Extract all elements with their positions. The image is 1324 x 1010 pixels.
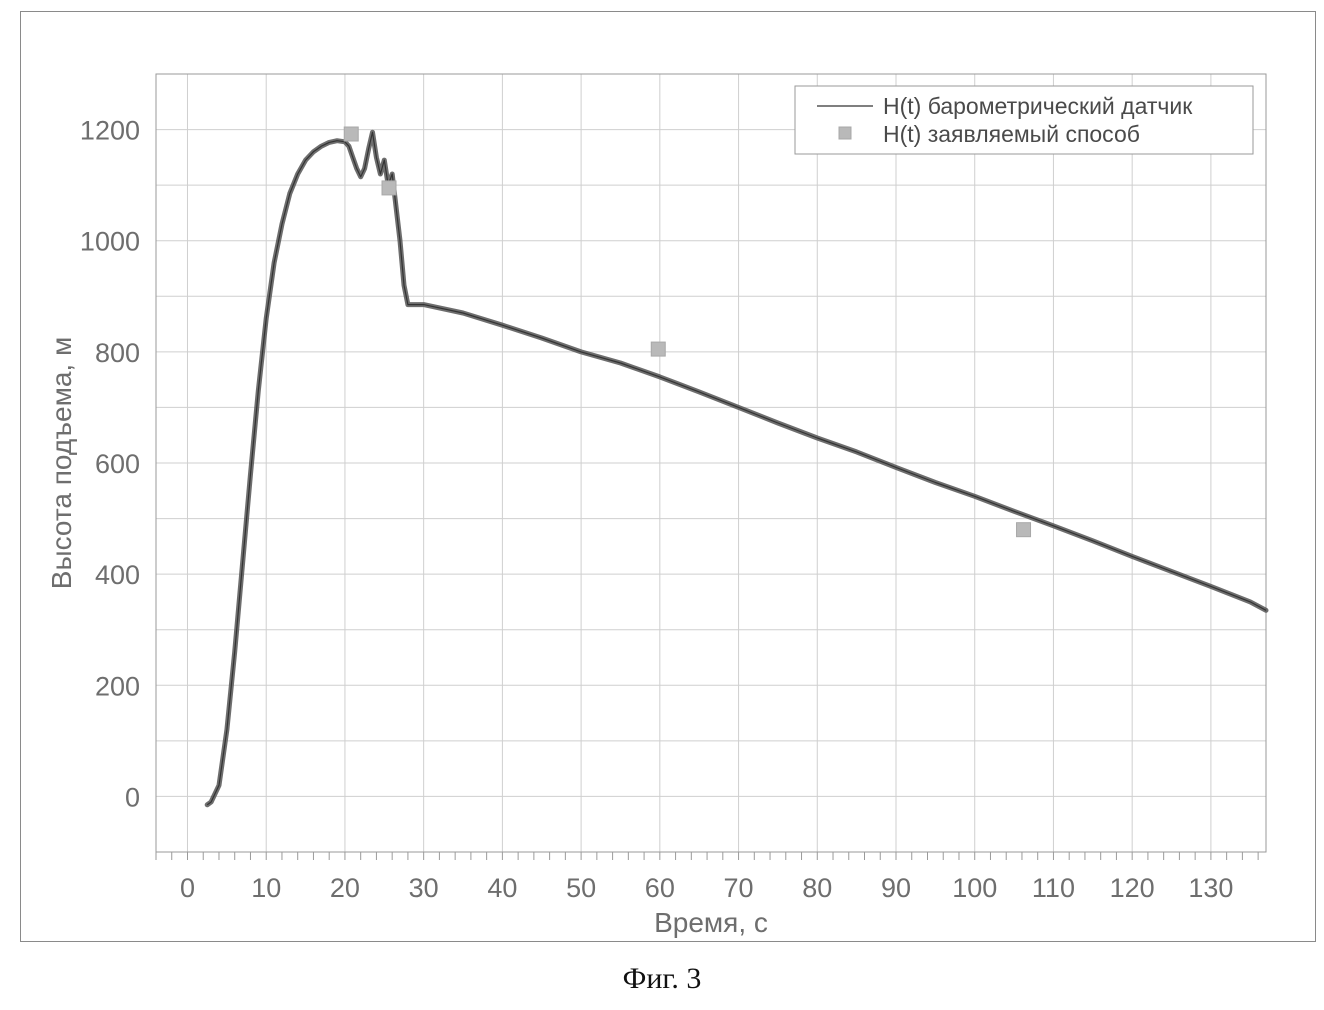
x-tick-label: 110 bbox=[1032, 873, 1075, 903]
marker-point bbox=[344, 127, 358, 141]
x-tick-label: 90 bbox=[881, 873, 911, 903]
marker-point bbox=[1017, 523, 1031, 537]
series-line-barometric bbox=[207, 132, 1266, 805]
x-tick-label: 0 bbox=[180, 873, 195, 903]
x-tick-label: 30 bbox=[409, 873, 439, 903]
altitude-chart: 0 10 20 30 40 50 60 70 80 90 100 110 120 130 0 200 400 60… bbox=[21, 12, 1317, 943]
y-tick-label: 800 bbox=[95, 338, 140, 368]
marker-point bbox=[382, 181, 396, 195]
series-line-barometric-core bbox=[207, 132, 1266, 805]
y-tick-label: 0 bbox=[125, 782, 140, 812]
x-tick-label: 50 bbox=[566, 873, 596, 903]
x-tick-label: 100 bbox=[952, 873, 997, 903]
tick-labels: 0 10 20 30 40 50 60 70 80 90 100 110 120 130 0 200 400 60… bbox=[80, 116, 1234, 903]
figure-caption: Фиг. 3 bbox=[0, 962, 1324, 996]
x-tick-label: 120 bbox=[1110, 873, 1155, 903]
legend-label-barometric: H(t) барометрический датчик bbox=[883, 93, 1193, 119]
x-tick-label: 10 bbox=[251, 873, 281, 903]
y-axis-title: Высота подъема, м bbox=[46, 337, 77, 589]
marker-point bbox=[651, 342, 665, 356]
x-tick-label: 80 bbox=[802, 873, 832, 903]
y-tick-label: 600 bbox=[95, 449, 140, 479]
x-tick-label: 130 bbox=[1188, 873, 1233, 903]
x-axis-title: Время, с bbox=[654, 907, 768, 938]
legend-marker-swatch bbox=[839, 127, 851, 139]
x-tick-label: 20 bbox=[330, 873, 360, 903]
legend: H(t) барометрический датчик H(t) заявляе… bbox=[795, 86, 1253, 154]
x-tick-label: 70 bbox=[724, 873, 754, 903]
x-tick-label: 40 bbox=[487, 873, 517, 903]
chart-frame: 0 10 20 30 40 50 60 70 80 90 100 110 120 130 0 200 400 60… bbox=[20, 11, 1316, 942]
y-tick-label: 1200 bbox=[80, 116, 140, 146]
series-layer bbox=[207, 127, 1266, 805]
y-tick-label: 400 bbox=[95, 560, 140, 590]
legend-label-claimed-method: H(t) заявляемый способ bbox=[883, 121, 1140, 147]
grid bbox=[156, 74, 1266, 860]
x-tick-label: 60 bbox=[645, 873, 675, 903]
y-tick-label: 200 bbox=[95, 671, 140, 701]
y-tick-label: 1000 bbox=[80, 227, 140, 257]
